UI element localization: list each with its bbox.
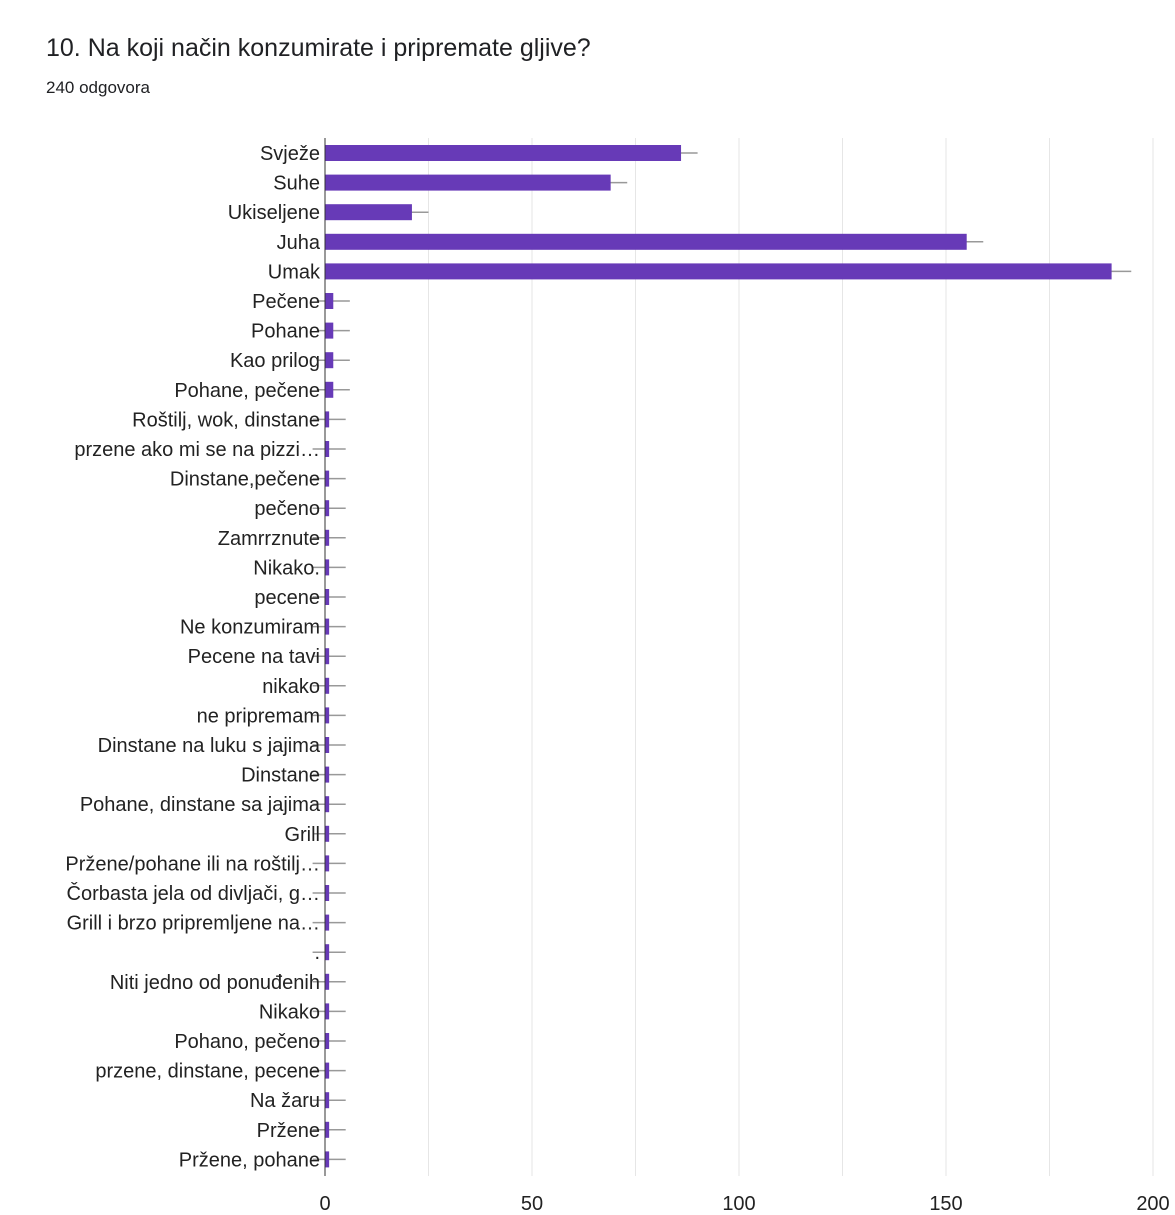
bar xyxy=(325,559,330,576)
x-axis-ticks: 0 50 100 150 200 xyxy=(319,1193,1169,1215)
category-label: Dinstane,pečene xyxy=(170,469,320,491)
bar xyxy=(325,233,967,250)
bar xyxy=(325,589,330,605)
bar xyxy=(325,648,330,665)
chart-title: 10. Na koji način konzumirate i priprema… xyxy=(46,34,591,62)
category-label: Pohane, pečene xyxy=(174,380,320,402)
category-label: pečeno xyxy=(254,498,320,520)
bar xyxy=(325,766,330,783)
category-label: Na žaru xyxy=(250,1090,320,1112)
category-label: pecene xyxy=(254,587,320,609)
category-label: Pohano, pečeno xyxy=(174,1031,320,1053)
category-label: Pržene, pohane xyxy=(179,1149,320,1171)
bar xyxy=(325,973,330,990)
x-tick-label: 0 xyxy=(319,1193,330,1215)
category-label: Niti jedno od ponuđenih xyxy=(110,972,320,994)
bar xyxy=(325,529,330,546)
bar xyxy=(325,174,611,191)
bar xyxy=(325,204,412,221)
bar xyxy=(325,322,334,339)
category-label: przene ako mi se na pizzi… xyxy=(74,439,320,461)
category-label: Grill xyxy=(284,824,320,846)
bar xyxy=(325,914,330,931)
category-label: Dinstane xyxy=(241,765,320,787)
gridlines xyxy=(428,138,1154,1176)
category-label: Juha xyxy=(277,232,321,254)
bar xyxy=(325,145,682,161)
category-label: Zamrrznute xyxy=(218,528,320,550)
category-label: Nikako xyxy=(259,1001,320,1023)
category-label: Pohane, dinstane sa jajima xyxy=(80,794,321,816)
bar xyxy=(325,677,330,694)
bar xyxy=(325,1151,330,1168)
category-label: Ne konzumiram xyxy=(180,617,320,639)
bar xyxy=(325,707,330,724)
bar xyxy=(325,855,330,872)
category-label: Pržene xyxy=(257,1120,320,1142)
bar xyxy=(325,618,330,635)
bar xyxy=(325,737,330,753)
bar xyxy=(325,825,330,842)
category-label: Grill i brzo pripremljene na… xyxy=(67,913,320,935)
category-label: Roštilj, wok, dinstane xyxy=(132,409,320,431)
response-count: 240 odgovora xyxy=(46,78,150,97)
bar xyxy=(325,441,330,457)
bar xyxy=(325,352,334,369)
bar xyxy=(325,470,330,487)
category-label: Nikako. xyxy=(253,557,320,579)
x-tick-label: 50 xyxy=(521,1193,543,1215)
category-label: Čorbasta jela od divljači, g… xyxy=(67,882,320,905)
x-tick-label: 150 xyxy=(929,1193,962,1215)
category-label: Pohane xyxy=(251,321,320,343)
category-label: Suhe xyxy=(273,173,320,195)
category-label: . xyxy=(314,942,320,964)
x-tick-label: 100 xyxy=(722,1193,755,1215)
category-label: przene, dinstane, pecene xyxy=(95,1061,320,1083)
bar xyxy=(325,381,334,398)
bars xyxy=(325,145,1112,1168)
category-label: Pržene/pohane ili na roštilj… xyxy=(65,853,320,875)
bar xyxy=(325,1121,330,1138)
category-label: ne pripremam xyxy=(197,705,320,727)
error-bars xyxy=(312,152,1132,1161)
bar xyxy=(325,411,330,428)
category-labels: Svježe Suhe Ukiseljene Juha Umak Pečene Pohane… xyxy=(65,143,321,1171)
bar xyxy=(325,263,1112,280)
bar xyxy=(325,1003,330,1020)
bar xyxy=(325,1062,330,1079)
bar xyxy=(325,1092,330,1109)
bar xyxy=(325,796,330,813)
category-label: Svježe xyxy=(260,143,320,165)
category-label: Pečene xyxy=(252,291,320,313)
category-label: nikako xyxy=(262,676,320,698)
x-tick-label: 200 xyxy=(1136,1193,1169,1215)
bar xyxy=(325,293,334,309)
bar xyxy=(325,944,330,961)
category-label: Dinstane na luku s jajima xyxy=(98,735,321,757)
bar xyxy=(325,885,330,901)
bar xyxy=(325,1033,330,1049)
category-label: Pecene na tavi xyxy=(188,646,320,668)
category-label: Kao prilog xyxy=(230,350,320,372)
category-label: Ukiseljene xyxy=(228,202,320,224)
category-label: Umak xyxy=(268,261,321,283)
bar xyxy=(325,500,330,517)
